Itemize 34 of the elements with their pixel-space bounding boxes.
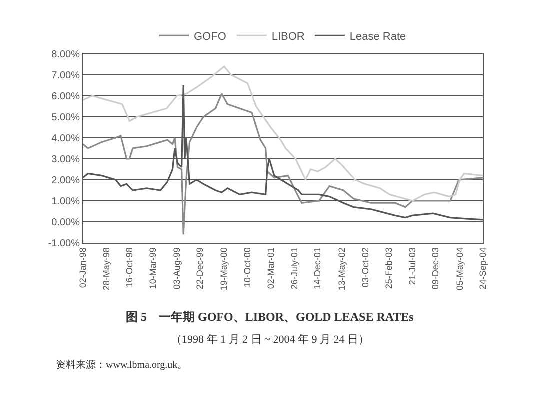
x-tick-label: 03-Oct-02 (360, 248, 370, 288)
x-tick-label: 24-Sep-04 (478, 248, 488, 290)
x-tick-label: 05-May-04 (454, 248, 465, 291)
y-tick-label: 7.00% (52, 70, 80, 82)
y-tick-label: 8.00% (52, 50, 80, 60)
y-tick-label: 0.00% (52, 218, 80, 228)
legend-label: LIBOR (272, 31, 305, 44)
x-tick-label: 25-Feb-03 (384, 248, 394, 290)
text: 资料来源：www.lbma.org.uk。 (56, 359, 188, 371)
x-tick-label: 13-May-02 (337, 248, 348, 291)
x-tick-label: 03-Aug-99 (172, 248, 182, 290)
x-tick-label: 28-May-98 (102, 248, 112, 291)
text: （1998 年 1 月 2 日 ~ 2004 年 9 月 24 日） (171, 334, 370, 346)
legend-label: GOFO (194, 31, 227, 44)
x-tick-label: 09-Dec-03 (430, 248, 441, 290)
legend-label: Lease Rate (350, 31, 406, 44)
y-tick-label: 6.00% (52, 92, 80, 102)
y-tick-label: 1.00% (52, 196, 80, 208)
x-tick-label: 10-Mar-99 (148, 248, 158, 290)
x-tick-label: 02-Mar-01 (266, 248, 276, 290)
y-tick-label: -1.00% (48, 238, 80, 250)
y-tick-label: 3.00% (52, 154, 80, 166)
y-tick-label: 2.00% (52, 176, 80, 186)
x-tick-label: 14-Dec-01 (312, 248, 323, 290)
x-tick-label: 22-Dec-99 (194, 248, 205, 290)
y-tick-label: 4.00% (52, 134, 80, 144)
x-tick-label: 19-May-00 (219, 248, 230, 291)
x-tick-label: 21-Jul-03 (408, 248, 418, 286)
text: 图 5 一年期 GOFO、LIBOR、GOLD LEASE RATEs (126, 310, 414, 324)
y-tick-label: 5.00% (52, 112, 80, 124)
x-tick-label: 10-Oct-00 (242, 248, 253, 288)
x-tick-label: 26-July-01 (290, 248, 300, 290)
x-tick-label: 02-Jan-98 (78, 248, 88, 288)
x-tick-label: 16-Oct-98 (124, 248, 135, 288)
